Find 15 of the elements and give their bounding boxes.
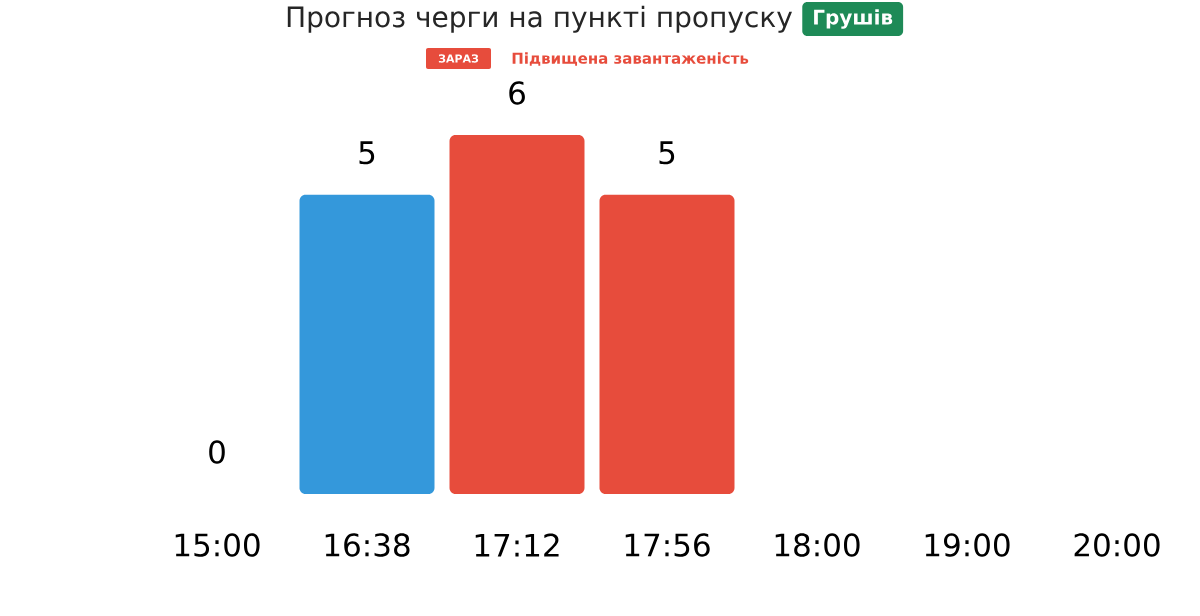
data-label: 5 (359, 141, 375, 165)
data-label: 0 (209, 440, 225, 464)
x-tick-label: 15:00 (175, 533, 260, 557)
x-tick-label: 19:00 (925, 533, 1010, 557)
chart-title: Прогноз черги на пункті пропуску (287, 5, 792, 33)
text: ЗАРАЗ (438, 54, 479, 63)
x-tick-label: 16:38 (325, 533, 410, 557)
x-tick-label: 20:00 (1074, 533, 1160, 557)
text: Грушів (814, 9, 893, 29)
x-tick-label: 17:12 (475, 533, 559, 557)
x-tick-label: 18:00 (775, 533, 860, 557)
x-tick-label: 17:56 (625, 533, 710, 557)
data-label: 6 (509, 81, 525, 105)
data-label: 5 (659, 141, 675, 165)
chart-subtitle: Підвищена завантаженість (512, 52, 749, 66)
